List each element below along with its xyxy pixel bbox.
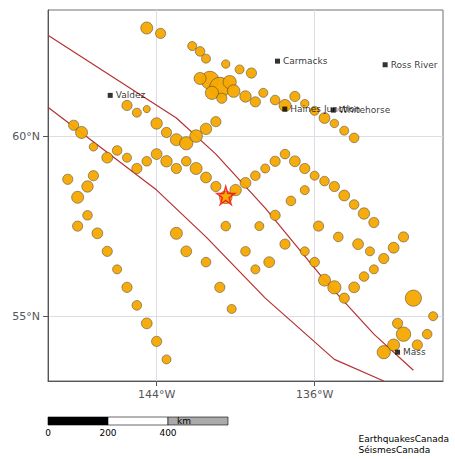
svg-text:Ross River: Ross River [391,60,438,70]
svg-text:144°W: 144°W [138,388,175,401]
svg-text:60°N: 60°N [12,130,40,143]
svg-text:55°N: 55°N [12,310,40,323]
svg-text:Valdez: Valdez [116,90,146,100]
svg-text:Mass: Mass [403,347,426,357]
svg-text:0: 0 [45,428,51,438]
svg-text:km: km [177,416,191,426]
svg-text:Haines Junction: Haines Junction [290,104,361,115]
svg-text:Whitehorse: Whitehorse [339,105,391,115]
svg-text:Carmacks: Carmacks [283,56,328,66]
svg-text:200: 200 [99,428,116,438]
svg-text:400: 400 [159,428,176,438]
svg-text:EarthquakesCanada: EarthquakesCanada [359,434,449,444]
svg-text:SéismesCanada: SéismesCanada [359,445,431,455]
svg-text:136°W: 136°W [296,388,333,401]
